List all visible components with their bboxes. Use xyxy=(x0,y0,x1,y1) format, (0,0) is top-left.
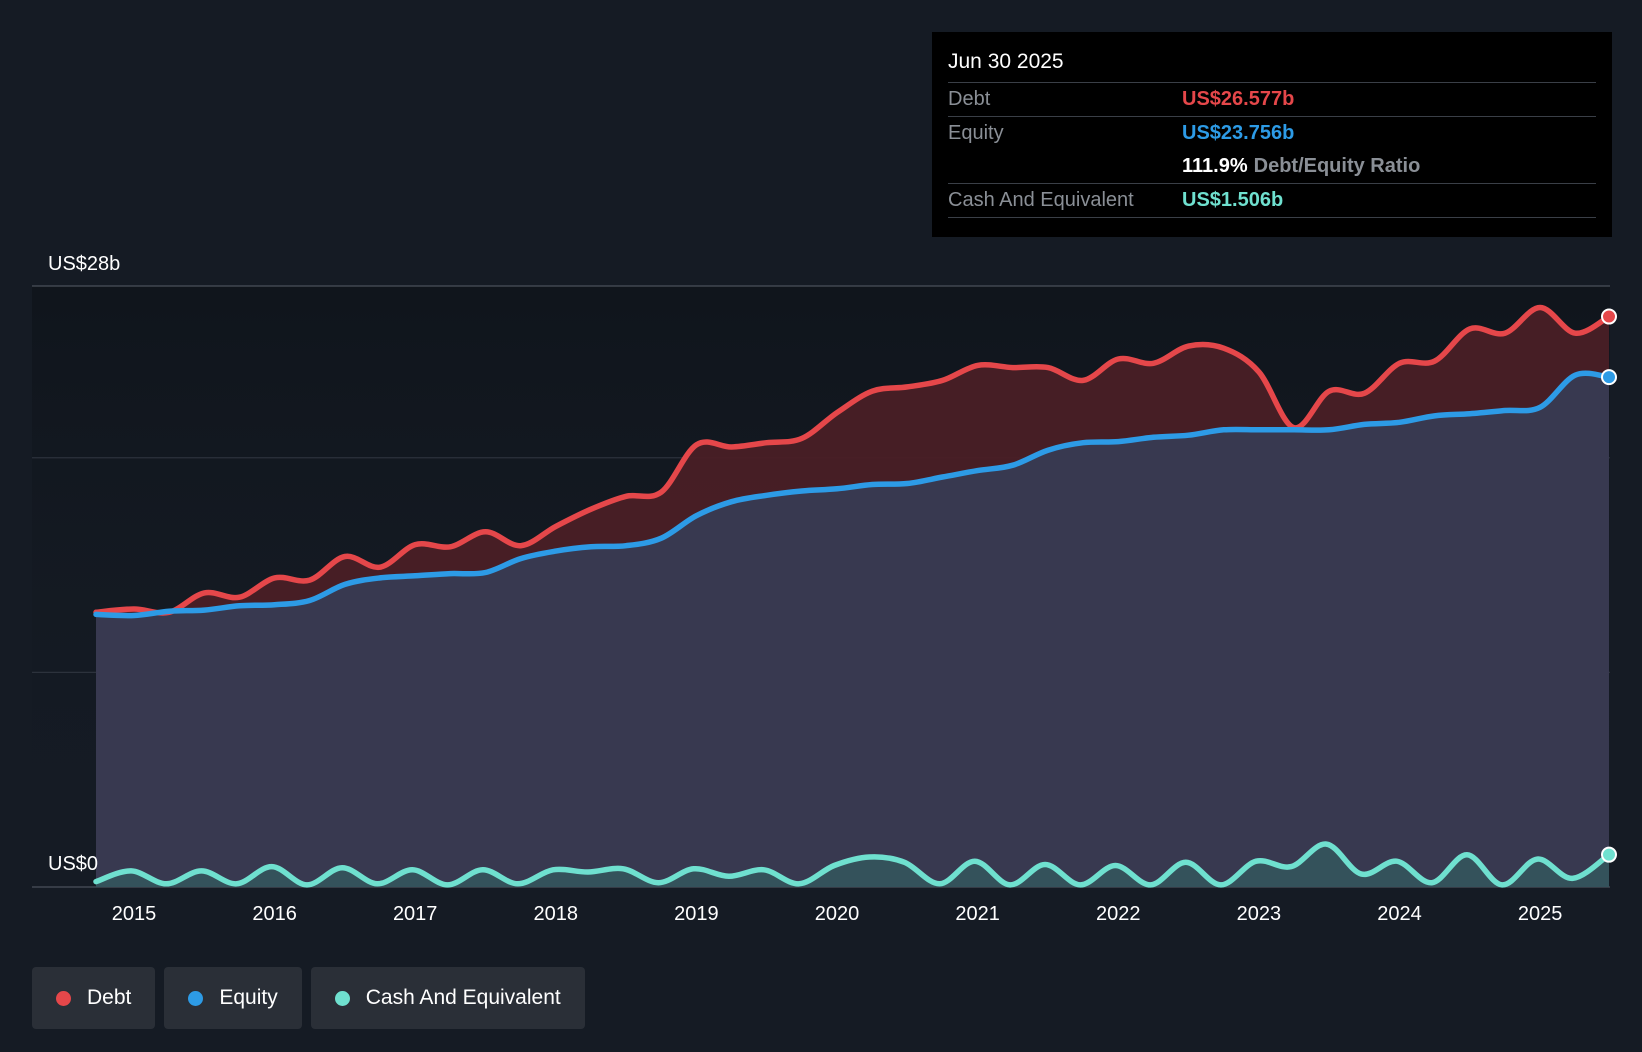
legend-debt-label: Debt xyxy=(87,986,132,1009)
tooltip-equity-value: US$23.756b xyxy=(1182,122,1295,144)
tooltip-debt-value: US$26.577b xyxy=(1182,88,1295,110)
equity-area xyxy=(96,373,1609,887)
x-tick-label: 2017 xyxy=(393,903,438,925)
x-tick-label: 2018 xyxy=(534,903,579,925)
equity-line xyxy=(93,370,1612,619)
x-tick-label: 2025 xyxy=(1518,903,1563,925)
debt-dot-icon xyxy=(56,990,71,1006)
x-axis-ticks: 2015 2016 2017 2018 2019 2020 2021 2022 2023 2024… xyxy=(112,903,1563,925)
series-lines xyxy=(93,304,1612,888)
tooltip-equity-label: Equity xyxy=(948,122,1004,144)
series-areas xyxy=(96,307,1609,887)
tooltip-ratio-row: 111.9% Debt/Equity Ratio xyxy=(948,150,1596,184)
legend-item-debt[interactable]: Debt xyxy=(32,967,156,1029)
cash-area xyxy=(96,844,1609,887)
tooltip-debt-row: Debt US$26.577b xyxy=(948,83,1596,117)
end-markers xyxy=(1601,308,1617,863)
equity-end-marker xyxy=(1601,369,1617,386)
x-tick-label: 2019 xyxy=(674,903,719,925)
legend-item-cash[interactable]: Cash And Equivalent xyxy=(310,967,585,1029)
x-tick-label: 2016 xyxy=(252,903,297,925)
x-tick-label: 2023 xyxy=(1237,903,1282,925)
cash-end-marker xyxy=(1601,846,1617,863)
x-tick-label: 2021 xyxy=(955,903,1000,925)
legend-equity-label: Equity xyxy=(219,986,278,1009)
tooltip-cash-value: US$1.506b xyxy=(1182,189,1284,211)
tooltip-debt-label: Debt xyxy=(948,88,991,110)
cash-line xyxy=(93,841,1612,888)
equity-dot-icon xyxy=(188,990,204,1006)
tooltip-panel: Jun 30 2025 Debt US$26.577b Equity US$23… xyxy=(932,32,1612,237)
tooltip-cash-row: Cash And Equivalent US$1.506b xyxy=(948,184,1596,218)
chart-legend: Debt Equity Cash And Equivalent xyxy=(32,967,585,1029)
debt-end-marker xyxy=(1601,308,1617,325)
x-tick-label: 2024 xyxy=(1377,903,1422,925)
legend-item-equity[interactable]: Equity xyxy=(164,967,302,1029)
tooltip-ratio-label: Debt/Equity Ratio xyxy=(1253,155,1421,177)
x-tick-label: 2020 xyxy=(815,903,860,925)
legend-cash-label: Cash And Equivalent xyxy=(365,986,561,1009)
tooltip-ratio-value: 111.9% xyxy=(1182,155,1248,177)
tooltip-cash-label: Cash And Equivalent xyxy=(948,189,1134,211)
tooltip-equity-row: Equity US$23.756b xyxy=(948,117,1596,150)
cash-dot-icon xyxy=(334,990,350,1006)
debt-line xyxy=(93,304,1612,616)
tooltip-date: Jun 30 2025 xyxy=(948,46,1596,83)
y-axis-top-label: US$28b xyxy=(48,253,120,275)
x-tick-label: 2015 xyxy=(112,903,157,925)
x-tick-label: 2022 xyxy=(1096,903,1141,925)
y-axis-bottom-label: US$0 xyxy=(48,853,98,875)
